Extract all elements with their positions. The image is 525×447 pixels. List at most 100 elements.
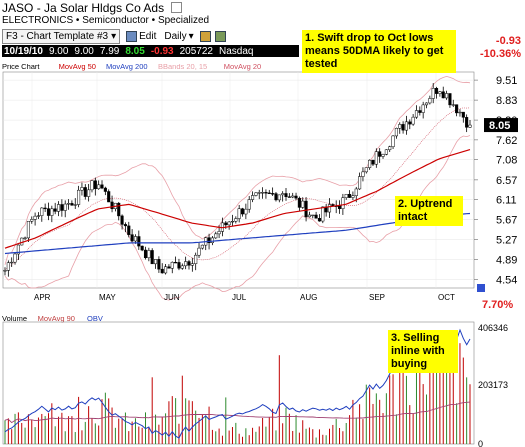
price-candle [304,200,308,218]
month-label: AUG [300,293,317,302]
price-candle [374,151,378,165]
price-candle [261,192,265,194]
price-candle [384,149,388,155]
price-candle [120,215,124,225]
price-candle [190,263,194,266]
month-label: JUN [164,293,180,302]
price-candle [70,203,74,206]
price-candle [174,261,178,264]
price-candle [458,111,462,114]
volume-legend-item: OBV [87,314,103,323]
ticker-title: JASO - Ja Solar Hldgs Co Ads [2,1,183,15]
period-select[interactable]: Daily ▾ [162,31,195,42]
price-candle [234,218,238,222]
price-candle [194,254,198,264]
price-tick-label: 4.54 [496,275,517,287]
sector-line: ELECTRONICS • Semiconductor • Specialize… [2,15,210,26]
edit-icon [126,31,138,42]
price-candle [451,104,455,106]
price-candle [264,192,268,194]
price-candle [224,222,228,226]
price-candle [50,208,54,216]
price-candle [230,220,235,223]
price-candle [26,220,30,239]
price-candle [67,203,71,205]
price-candle [251,195,255,200]
price-candle [348,193,352,198]
volume-ma90-line [4,401,471,424]
price-candle [13,253,17,263]
price-tick-label: 7.08 [496,155,517,167]
price-candle [133,236,138,242]
price-candle [153,259,158,265]
quote-low: 7.99 [99,45,120,57]
legend-item: MovAvg 20 [224,64,261,71]
price-candle [341,197,345,209]
price-candle [180,265,184,269]
scale-marker-icon[interactable] [477,284,485,292]
price-candle [408,121,412,125]
edit-label: Edit [139,31,157,42]
percent-label: 7.70% [482,299,513,311]
quote-market: Nasdaq [218,45,254,57]
price-candle [100,184,104,189]
price-candle [187,261,191,266]
price-candle [271,193,275,195]
settings-icon[interactable] [214,31,226,42]
price-candle [143,249,148,259]
bollinger-bands [4,75,471,301]
price-candle [63,203,67,211]
price-candle [391,135,395,148]
price-candle [421,104,425,113]
edit-button[interactable]: Edit [124,31,158,42]
price-candle [428,98,432,104]
price-candle [445,93,449,99]
annotation-2: 2. Uptrend intact [395,196,463,226]
annotation-1: 1. Swift drop to Oct lows means 50DMA li… [302,30,456,73]
price-grid [2,71,475,289]
price-candle [468,124,472,128]
price-candle [344,193,348,198]
legend-item: Price Chart [2,64,40,71]
price-candle [237,208,241,219]
price-candle [167,266,171,269]
price-candle [210,237,214,243]
price-candle [311,214,315,217]
price-candle [371,159,375,165]
chevron-down-icon: ▾ [188,31,194,42]
price-candle [394,128,398,137]
template-select[interactable]: F3 - Chart Template #3 ▾ [2,29,121,44]
price-candle [137,236,141,247]
price-candle [56,204,61,212]
price-candle [16,244,20,255]
price-candle [441,91,445,99]
month-label: MAY [99,293,116,302]
price-candle [80,187,84,191]
price-candle [157,259,161,270]
volume-tick-label: 406346 [478,323,508,333]
price-candle [301,200,305,208]
price-candle [177,262,181,269]
tags-label: Specialized [157,15,210,26]
change-percent: -10.36% [480,48,521,60]
price-candle [461,111,465,118]
price-candle [240,208,245,215]
zoom-icon[interactable] [199,31,211,42]
price-candle [381,154,385,157]
price-candle [117,202,121,217]
price-candle [418,110,422,113]
quote-change: -0.93 [150,45,174,57]
price-candle [217,231,221,235]
price-candle [291,195,295,198]
info-checkbox-icon[interactable] [171,2,183,13]
price-tick-label: 7.62 [496,135,517,147]
price-candle [43,207,47,210]
current-price-label: 8.05 [489,120,510,132]
change-absolute: -0.93 [495,35,521,47]
price-volume-chart: Price Chart MovAvg 50 MovAvg 200 BBands 20,… [2,64,518,447]
price-candle [60,204,64,211]
price-candle [317,218,322,222]
price-candle [287,196,291,198]
price-candle [267,192,271,194]
legend-item: MovAvg 200 [106,64,148,71]
